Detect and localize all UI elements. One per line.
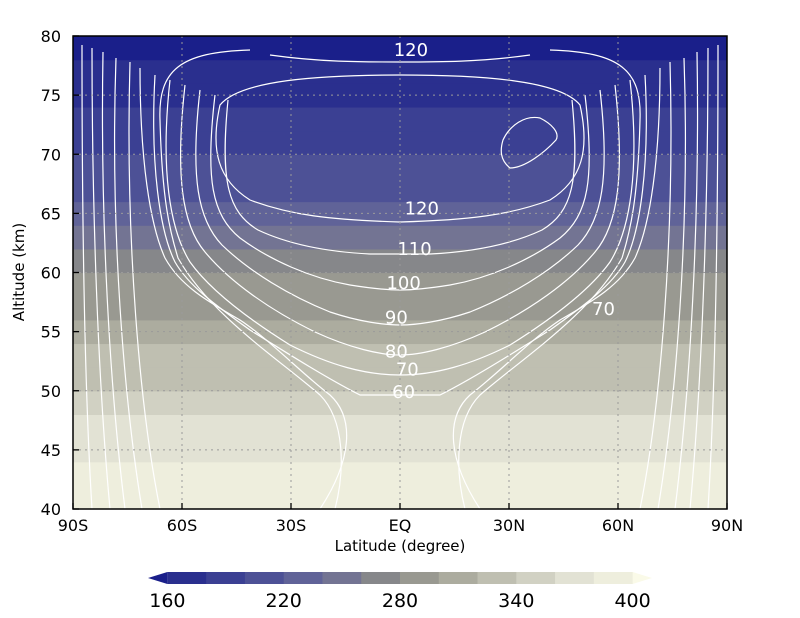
x-tick-label: 90S <box>58 516 89 535</box>
colorbar-extend-high <box>632 572 652 584</box>
contour-line <box>452 67 661 509</box>
contour-line <box>500 116 558 169</box>
contour-line <box>458 49 641 509</box>
colorbar-segment <box>593 572 634 584</box>
x-axis-title: Latitude (degree) <box>335 537 466 555</box>
contour-line <box>159 49 342 509</box>
y-tick-label: 45 <box>41 441 61 460</box>
contour-line <box>707 44 719 509</box>
x-tick-label: 60S <box>167 516 198 535</box>
colorbar-label: 400 <box>614 590 650 612</box>
y-axis-title: Altitude (km) <box>10 223 28 321</box>
colorbar-segment <box>206 572 246 584</box>
colorbar-segment <box>322 572 362 584</box>
contour-line <box>215 74 585 223</box>
contour-label: 90 <box>385 307 408 328</box>
contour-line <box>153 74 647 396</box>
contour-line <box>639 61 672 509</box>
contour-label: 110 <box>397 239 431 260</box>
y-tick-label: 55 <box>41 323 61 342</box>
colorbar-segment <box>477 572 517 584</box>
field-band <box>73 461 727 486</box>
contour-line <box>91 47 111 509</box>
field-band <box>73 485 727 509</box>
y-axis: 40 45 50 55 60 65 70 75 80 <box>41 27 79 519</box>
x-tick-label: 60N <box>602 516 634 535</box>
colorbar-segment <box>438 572 478 584</box>
y-tick-label: 75 <box>41 86 61 105</box>
contour-lines <box>81 44 719 509</box>
contour-line <box>139 67 348 509</box>
contour-label: 70 <box>592 299 615 320</box>
grid <box>73 36 727 509</box>
colorbar-segment <box>361 572 401 584</box>
contour-label: 80 <box>385 342 408 363</box>
colorbar-label: 340 <box>498 590 534 612</box>
colorbar-extend-low <box>148 572 168 584</box>
y-tick-label: 70 <box>41 145 61 164</box>
contour-line <box>165 79 635 376</box>
contour-label: 70 <box>396 359 419 380</box>
colorbar-segment <box>167 572 207 584</box>
contour-line <box>114 57 143 509</box>
x-tick-label: 30N <box>493 516 525 535</box>
contour-line <box>128 61 161 509</box>
y-tick-label: 40 <box>41 500 61 519</box>
contour-label: 120 <box>394 40 428 61</box>
colorbar-segment <box>244 572 285 584</box>
contour-label: 100 <box>386 273 420 294</box>
x-tick-label: EQ <box>389 516 412 535</box>
colorbar-label: 220 <box>266 590 302 612</box>
colorbar-segment <box>283 572 323 584</box>
colorbar: 160 220 280 340 400 <box>148 572 652 612</box>
y-tick-label: 80 <box>41 27 61 46</box>
y-tick-label: 50 <box>41 382 61 401</box>
contour-line <box>674 51 699 509</box>
contour-line <box>81 44 93 509</box>
contour-label: 120 <box>405 199 439 220</box>
contour-label: 60 <box>392 382 415 403</box>
y-tick-label: 65 <box>41 204 61 223</box>
x-axis: 90S 60S 30S EQ 30N 60N 90N <box>58 503 743 535</box>
x-tick-label: 30S <box>276 516 307 535</box>
contour-line <box>657 57 686 509</box>
colorbar-label: 160 <box>149 590 185 612</box>
colorbar-segment <box>516 572 556 584</box>
colorbar-label: 280 <box>382 590 418 612</box>
x-tick-label: 90N <box>711 516 743 535</box>
colorbar-segment <box>555 572 595 584</box>
contour-line <box>689 47 709 509</box>
field-band <box>73 59 727 84</box>
y-tick-label: 60 <box>41 264 61 283</box>
contour-line <box>101 51 126 509</box>
colorbar-segment <box>400 572 440 584</box>
